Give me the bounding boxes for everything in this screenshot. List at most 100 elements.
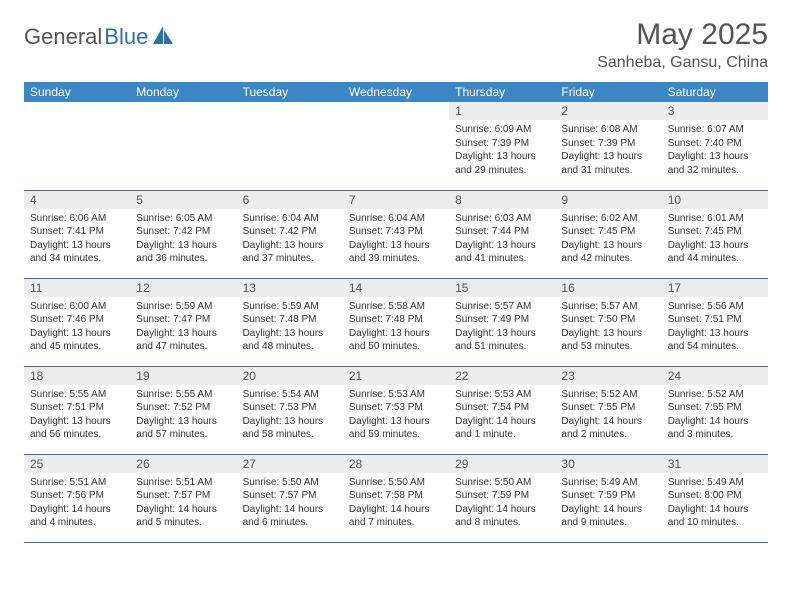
- brand-part2: Blue: [104, 24, 148, 50]
- sunrise-text: Sunrise: 5:52 AM: [561, 388, 655, 402]
- sunset-text: Sunset: 7:43 PM: [349, 225, 443, 239]
- day-details: Sunrise: 6:04 AMSunset: 7:43 PMDaylight:…: [343, 209, 449, 269]
- day-number: 11: [24, 279, 130, 297]
- daylight-line1: Daylight: 13 hours: [561, 150, 655, 164]
- sunset-text: Sunset: 7:40 PM: [668, 137, 762, 151]
- daylight-line2: and 6 minutes.: [243, 516, 337, 530]
- daylight-line2: and 8 minutes.: [455, 516, 549, 530]
- day-number: 24: [662, 367, 768, 385]
- day-details: Sunrise: 5:53 AMSunset: 7:54 PMDaylight:…: [449, 385, 555, 445]
- calendar-cell: 10Sunrise: 6:01 AMSunset: 7:45 PMDayligh…: [662, 190, 768, 278]
- sunrise-text: Sunrise: 6:05 AM: [136, 212, 230, 226]
- daylight-line2: and 1 minute.: [455, 428, 549, 442]
- brand-sail-icon: [153, 26, 175, 49]
- daylight-line1: Daylight: 13 hours: [349, 327, 443, 341]
- sunset-text: Sunset: 7:55 PM: [561, 401, 655, 415]
- daylight-line1: Daylight: 14 hours: [455, 415, 549, 429]
- sunrise-text: Sunrise: 6:01 AM: [668, 212, 762, 226]
- sunset-text: Sunset: 7:39 PM: [561, 137, 655, 151]
- sunset-text: Sunset: 7:42 PM: [243, 225, 337, 239]
- calendar-cell: 13Sunrise: 5:59 AMSunset: 7:48 PMDayligh…: [237, 278, 343, 366]
- daylight-line2: and 54 minutes.: [668, 340, 762, 354]
- sunrise-text: Sunrise: 5:50 AM: [243, 476, 337, 490]
- sunrise-text: Sunrise: 6:03 AM: [455, 212, 549, 226]
- sunrise-text: Sunrise: 5:50 AM: [455, 476, 549, 490]
- day-number: 28: [343, 455, 449, 473]
- day-details: Sunrise: 5:54 AMSunset: 7:53 PMDaylight:…: [237, 385, 343, 445]
- sunrise-text: Sunrise: 5:59 AM: [243, 300, 337, 314]
- sunset-text: Sunset: 7:56 PM: [30, 489, 124, 503]
- daylight-line1: Daylight: 13 hours: [243, 327, 337, 341]
- day-number: 19: [130, 367, 236, 385]
- calendar-week-row: 18Sunrise: 5:55 AMSunset: 7:51 PMDayligh…: [24, 366, 768, 454]
- sunset-text: Sunset: 7:39 PM: [455, 137, 549, 151]
- daylight-line1: Daylight: 13 hours: [668, 327, 762, 341]
- day-number: 25: [24, 455, 130, 473]
- calendar-cell: 18Sunrise: 5:55 AMSunset: 7:51 PMDayligh…: [24, 366, 130, 454]
- daylight-line1: Daylight: 13 hours: [561, 239, 655, 253]
- daylight-line2: and 2 minutes.: [561, 428, 655, 442]
- sunset-text: Sunset: 7:57 PM: [136, 489, 230, 503]
- day-details: Sunrise: 5:59 AMSunset: 7:47 PMDaylight:…: [130, 297, 236, 357]
- sunset-text: Sunset: 7:54 PM: [455, 401, 549, 415]
- daylight-line1: Daylight: 13 hours: [136, 239, 230, 253]
- daylight-line1: Daylight: 13 hours: [668, 150, 762, 164]
- sunset-text: Sunset: 7:48 PM: [243, 313, 337, 327]
- daylight-line1: Daylight: 14 hours: [349, 503, 443, 517]
- daylight-line2: and 36 minutes.: [136, 252, 230, 266]
- day-number: 30: [555, 455, 661, 473]
- sunrise-text: Sunrise: 6:00 AM: [30, 300, 124, 314]
- sunrise-text: Sunrise: 5:57 AM: [455, 300, 549, 314]
- day-header: Wednesday: [343, 82, 449, 102]
- day-details: Sunrise: 6:01 AMSunset: 7:45 PMDaylight:…: [662, 209, 768, 269]
- day-number: 6: [237, 191, 343, 209]
- daylight-line2: and 9 minutes.: [561, 516, 655, 530]
- daylight-line1: Daylight: 13 hours: [30, 239, 124, 253]
- brand-part1: General: [24, 24, 102, 50]
- daylight-line2: and 59 minutes.: [349, 428, 443, 442]
- day-number: 4: [24, 191, 130, 209]
- sunrise-text: Sunrise: 5:51 AM: [136, 476, 230, 490]
- daylight-line1: Daylight: 14 hours: [561, 503, 655, 517]
- day-details: Sunrise: 5:49 AMSunset: 7:59 PMDaylight:…: [555, 473, 661, 533]
- sunrise-text: Sunrise: 5:59 AM: [136, 300, 230, 314]
- calendar-week-row: 4Sunrise: 6:06 AMSunset: 7:41 PMDaylight…: [24, 190, 768, 278]
- sunset-text: Sunset: 7:48 PM: [349, 313, 443, 327]
- day-number: 8: [449, 191, 555, 209]
- day-details: Sunrise: 5:50 AMSunset: 7:58 PMDaylight:…: [343, 473, 449, 533]
- day-details: Sunrise: 5:53 AMSunset: 7:53 PMDaylight:…: [343, 385, 449, 445]
- day-number: 29: [449, 455, 555, 473]
- sunset-text: Sunset: 7:52 PM: [136, 401, 230, 415]
- calendar-cell: 9Sunrise: 6:02 AMSunset: 7:45 PMDaylight…: [555, 190, 661, 278]
- sunrise-text: Sunrise: 6:07 AM: [668, 123, 762, 137]
- daylight-line2: and 50 minutes.: [349, 340, 443, 354]
- day-number: 27: [237, 455, 343, 473]
- sunset-text: Sunset: 7:42 PM: [136, 225, 230, 239]
- sunset-text: Sunset: 7:53 PM: [349, 401, 443, 415]
- day-number: 10: [662, 191, 768, 209]
- daylight-line2: and 51 minutes.: [455, 340, 549, 354]
- day-header: Tuesday: [237, 82, 343, 102]
- sunrise-text: Sunrise: 6:06 AM: [30, 212, 124, 226]
- sunset-text: Sunset: 7:44 PM: [455, 225, 549, 239]
- sunset-text: Sunset: 7:57 PM: [243, 489, 337, 503]
- day-details: Sunrise: 6:02 AMSunset: 7:45 PMDaylight:…: [555, 209, 661, 269]
- calendar-cell: 14Sunrise: 5:58 AMSunset: 7:48 PMDayligh…: [343, 278, 449, 366]
- sunset-text: Sunset: 7:58 PM: [349, 489, 443, 503]
- sunrise-text: Sunrise: 5:56 AM: [668, 300, 762, 314]
- day-details: Sunrise: 5:52 AMSunset: 7:55 PMDaylight:…: [555, 385, 661, 445]
- day-number: 17: [662, 279, 768, 297]
- day-details: Sunrise: 5:52 AMSunset: 7:55 PMDaylight:…: [662, 385, 768, 445]
- day-details: Sunrise: 5:50 AMSunset: 7:59 PMDaylight:…: [449, 473, 555, 533]
- day-details: Sunrise: 6:08 AMSunset: 7:39 PMDaylight:…: [555, 120, 661, 180]
- daylight-line2: and 48 minutes.: [243, 340, 337, 354]
- day-details: Sunrise: 6:04 AMSunset: 7:42 PMDaylight:…: [237, 209, 343, 269]
- sunset-text: Sunset: 7:49 PM: [455, 313, 549, 327]
- calendar-cell: 17Sunrise: 5:56 AMSunset: 7:51 PMDayligh…: [662, 278, 768, 366]
- daylight-line2: and 56 minutes.: [30, 428, 124, 442]
- day-number: 22: [449, 367, 555, 385]
- calendar-cell: [130, 102, 236, 190]
- sunrise-text: Sunrise: 6:08 AM: [561, 123, 655, 137]
- daylight-line2: and 37 minutes.: [243, 252, 337, 266]
- daylight-line2: and 29 minutes.: [455, 164, 549, 178]
